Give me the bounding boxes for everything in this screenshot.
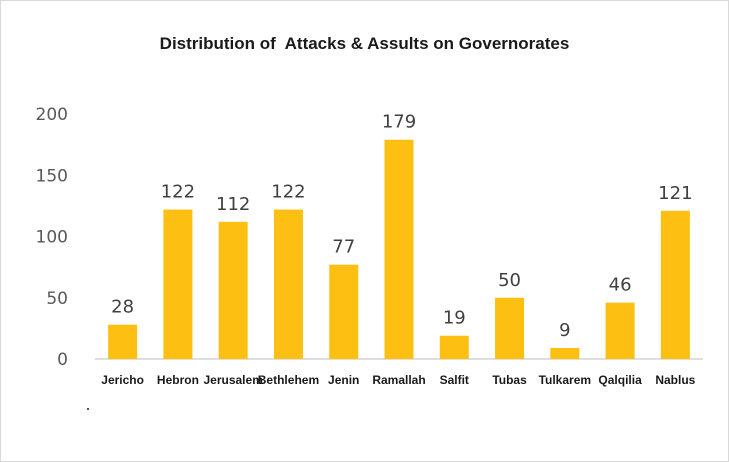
category-label-bethlehem: Bethlehem [258,373,319,387]
y-tick-label: 50 [46,289,68,309]
data-label-tubas: 50 [498,270,521,291]
bar-nablus [660,210,690,359]
category-label-qalqilia: Qalqilia [598,373,642,387]
data-label-bethlehem: 122 [271,182,305,203]
y-axis-ticks: 0 50 100 150 200 [36,105,68,370]
y-tick-label: 150 [36,166,68,186]
bar-ramallah [384,139,414,359]
bar-jericho [108,324,138,359]
data-label-jericho: 28 [111,297,134,318]
bar-salfit [439,335,469,359]
data-label-qalqilia: 46 [609,275,632,296]
data-label-tulkarem: 9 [559,320,570,341]
bar-jenin [329,264,359,359]
data-label-ramallah: 179 [382,112,416,133]
category-label-jenin: Jenin [328,373,359,387]
bar-bethlehem [273,209,303,359]
bar-hebron [163,209,193,359]
category-label-jericho: Jericho [101,373,144,387]
bar-jerusalem [218,221,248,359]
bar-tubas [495,297,525,359]
bars [108,139,690,359]
chart-title: Distribution of Attacks & Assults on Gov… [159,34,570,53]
y-tick-label: 0 [57,350,68,370]
category-label-jerusalem: Jerusalem [203,373,262,387]
data-label-salfit: 19 [443,308,466,329]
bar-qalqilia [605,302,635,359]
bar-tulkarem [550,347,580,359]
y-tick-label: 100 [36,228,68,248]
data-label-hebron: 122 [161,182,195,203]
y-tick-label: 200 [36,105,68,125]
data-label-jenin: 77 [332,237,355,258]
category-label-nablus: Nablus [655,373,695,387]
data-label-nablus: 121 [658,183,692,204]
category-label-tubas: Tubas [492,373,527,387]
stray-dot [87,408,89,410]
category-label-salfit: Salfit [440,373,469,387]
category-label-ramallah: Ramallah [372,373,425,387]
category-label-tulkarem: Tulkarem [539,373,591,387]
data-labels: 28 122 112 122 77 179 19 50 9 46 121 [111,112,692,341]
data-label-jerusalem: 112 [216,194,250,215]
category-label-hebron: Hebron [157,373,199,387]
